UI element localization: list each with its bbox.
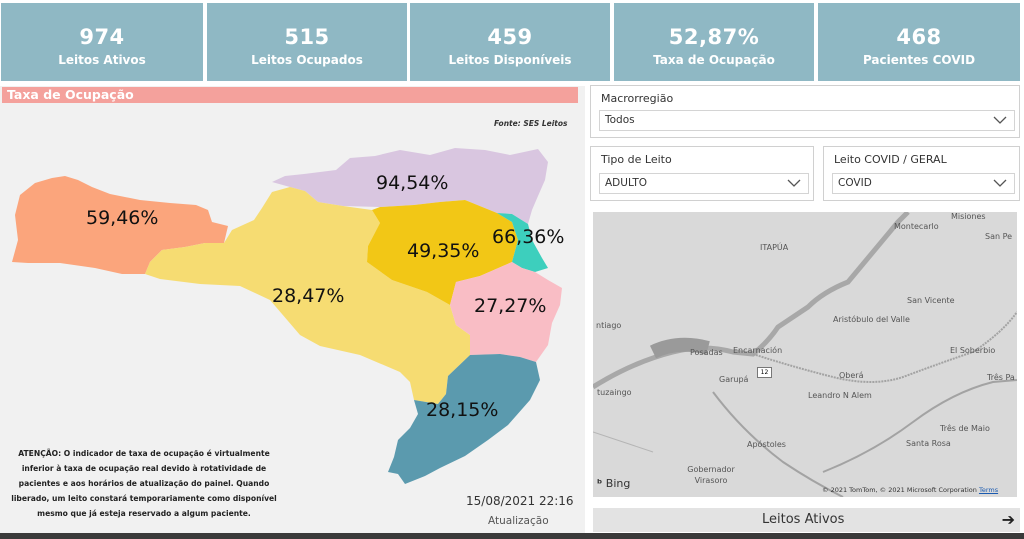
dropdown-value: COVID bbox=[838, 177, 872, 189]
kpi-value: 52,87% bbox=[668, 25, 760, 49]
map-label: San Vicente bbox=[907, 296, 955, 305]
map-panel-title: Taxa de Ocupação bbox=[2, 87, 578, 103]
filter-label: Leito COVID / GERAL bbox=[834, 153, 947, 166]
region-pct-label: 28,15% bbox=[426, 399, 499, 421]
kpi-label: Pacientes COVID bbox=[862, 53, 976, 67]
kpi-value: 974 bbox=[79, 25, 125, 49]
map-label: El Soberbio bbox=[950, 346, 996, 355]
map-label: Santa Rosa bbox=[906, 439, 951, 448]
leito-covid-dropdown[interactable]: COVID bbox=[832, 173, 1015, 194]
filter-label: Macrorregião bbox=[601, 92, 674, 105]
bing-map[interactable]: 12 bbox=[593, 212, 1017, 497]
santa-catarina-map bbox=[12, 148, 562, 484]
map-label: Aristóbulo del Valle bbox=[833, 315, 910, 324]
terms-link[interactable]: Terms bbox=[978, 486, 999, 494]
kpi-value: 468 bbox=[896, 25, 942, 49]
dropdown-value: ADULTO bbox=[605, 177, 648, 189]
map-label: Oberá bbox=[839, 371, 864, 380]
kpi-leitos-ocupados: 515 Leitos Ocupados bbox=[207, 3, 407, 81]
filter-tipo-leito: Tipo de Leito ADULTO bbox=[590, 146, 814, 201]
update-timestamp: 15/08/2021 22:16 bbox=[466, 494, 574, 508]
kpi-label: Leitos Disponíveis bbox=[448, 53, 572, 67]
kpi-pacientes-covid: 468 Pacientes COVID bbox=[818, 3, 1020, 81]
region-pct-label: 59,46% bbox=[86, 207, 159, 229]
map-label: Misiones bbox=[951, 212, 986, 221]
region-grande-florianopolis[interactable] bbox=[450, 262, 562, 362]
map-label: tuzaingo bbox=[597, 388, 632, 397]
kpi-value: 459 bbox=[487, 25, 533, 49]
filter-macroregiao: Macrorregião Todos bbox=[590, 85, 1020, 138]
data-source-note: Fonte: SES Leitos bbox=[494, 119, 568, 128]
region-planalto-norte[interactable] bbox=[272, 148, 548, 224]
filter-label: Tipo de Leito bbox=[601, 153, 672, 166]
region-foz-itajai[interactable] bbox=[497, 213, 548, 272]
map-label: Gobernador Virasoro bbox=[687, 465, 735, 485]
map-label: ntiago bbox=[596, 321, 622, 330]
map-label: Apóstoles bbox=[747, 440, 786, 449]
map-label: Três de Maio bbox=[940, 424, 990, 433]
kpi-leitos-disponiveis: 459 Leitos Disponíveis bbox=[410, 3, 610, 81]
map-label: ITAPÚA bbox=[760, 243, 789, 252]
map-rivers bbox=[593, 212, 1017, 497]
kpi-leitos-ativos: 974 Leitos Ativos bbox=[1, 3, 203, 81]
button-label: Leitos Ativos bbox=[762, 512, 845, 527]
region-pct-label: 66,36% bbox=[492, 226, 565, 248]
region-pct-label: 28,47% bbox=[272, 285, 345, 307]
map-label: Posadas bbox=[690, 348, 723, 357]
attention-notice: ATENÇÃO: O indicador de taxa de ocupação… bbox=[11, 449, 277, 518]
map-label: Três Pa bbox=[987, 373, 1015, 382]
kpi-label: Taxa de Ocupação bbox=[653, 53, 775, 67]
map-label: Montecarlo bbox=[894, 222, 939, 231]
region-pct-label: 27,27% bbox=[474, 295, 547, 317]
region-meio-oeste-serra[interactable] bbox=[145, 187, 470, 404]
dropdown-value: Todos bbox=[605, 114, 635, 126]
macroregiao-dropdown[interactable]: Todos bbox=[599, 110, 1015, 131]
kpi-taxa-ocupacao: 52,87% Taxa de Ocupação bbox=[614, 3, 814, 81]
region-sul[interactable] bbox=[388, 354, 540, 484]
region-vale-itajai[interactable] bbox=[367, 200, 518, 305]
leitos-ativos-button[interactable]: Leitos Ativos ➔ bbox=[593, 508, 1020, 532]
arrow-right-icon: ➔ bbox=[1001, 510, 1015, 529]
window-bottom-bar bbox=[0, 533, 1024, 539]
bing-logo-text: Bing bbox=[605, 477, 631, 490]
chevron-down-icon bbox=[787, 179, 801, 187]
region-pct-label: 94,54% bbox=[376, 172, 449, 194]
bing-logo: ᵇ Bing bbox=[597, 477, 630, 490]
copyright-text: © 2021 TomTom, © 2021 Microsoft Corporat… bbox=[822, 486, 977, 494]
kpi-label: Leitos Ocupados bbox=[251, 53, 363, 67]
update-label: Atualização bbox=[488, 515, 549, 527]
map-copyright: © 2021 TomTom, © 2021 Microsoft Corporat… bbox=[822, 486, 998, 494]
tipo-leito-dropdown[interactable]: ADULTO bbox=[599, 173, 809, 194]
kpi-label: Leitos Ativos bbox=[58, 53, 146, 67]
chevron-down-icon bbox=[993, 116, 1007, 124]
region-pct-label: 49,35% bbox=[407, 240, 480, 262]
map-label: Encarnación bbox=[733, 346, 783, 355]
chevron-down-icon bbox=[993, 179, 1007, 187]
map-label: San Pe bbox=[985, 232, 1013, 241]
bing-icon: ᵇ bbox=[597, 477, 603, 490]
route-badge: 12 bbox=[757, 367, 772, 378]
filter-leito-covid: Leito COVID / GERAL COVID bbox=[823, 146, 1020, 201]
map-label: Garupá bbox=[719, 375, 749, 384]
map-label: Leandro N Alem bbox=[808, 391, 872, 400]
kpi-value: 515 bbox=[284, 25, 330, 49]
region-grande-oeste[interactable] bbox=[12, 176, 228, 274]
